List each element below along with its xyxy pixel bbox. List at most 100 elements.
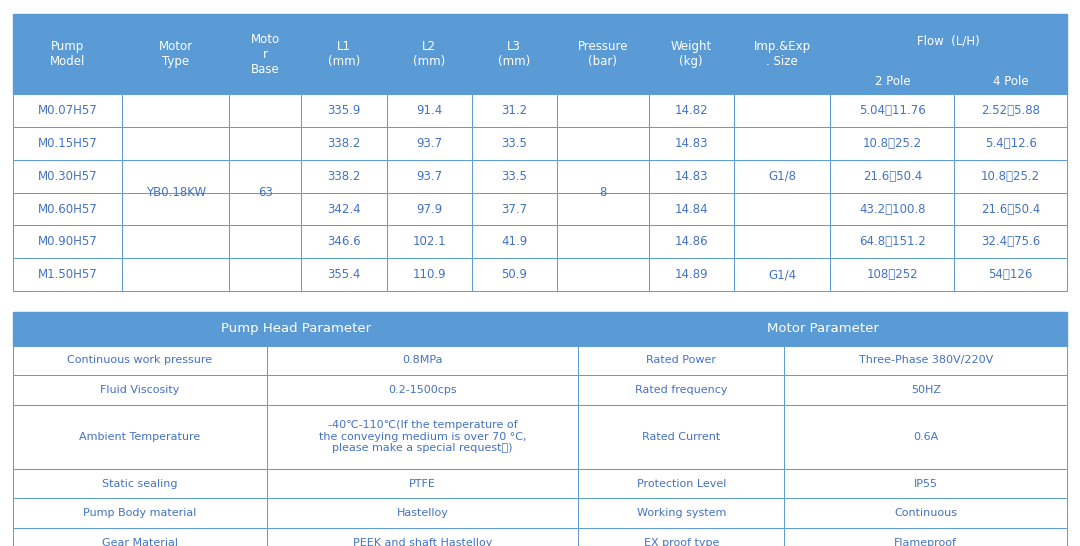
Bar [649,14,733,94]
Text: 0.2-1500cps: 0.2-1500cps [389,385,457,395]
Text: Hastelloy: Hastelloy [396,508,448,518]
Bar [301,14,387,94]
Text: 21.6～50.4: 21.6～50.4 [981,203,1040,216]
Text: 50.9: 50.9 [501,268,527,281]
Bar [733,193,831,225]
Bar [556,94,649,127]
Bar [831,68,955,94]
Bar [649,258,733,291]
Text: Pressure
(bar): Pressure (bar) [578,40,627,68]
Bar [831,14,1067,68]
Bar [831,193,955,225]
Text: 31.2: 31.2 [501,104,527,117]
Bar [387,94,472,127]
Text: G1/8: G1/8 [768,170,796,183]
Bar [784,346,1067,375]
Bar [122,225,229,258]
Text: 346.6: 346.6 [327,235,361,248]
Bar [649,94,733,127]
Bar [784,528,1067,546]
Text: Gear Material: Gear Material [102,538,178,546]
Text: 0.6A: 0.6A [913,432,939,442]
Text: Rated Current: Rated Current [643,432,720,442]
Text: 110.9: 110.9 [413,268,446,281]
Text: M0.60H57: M0.60H57 [38,203,97,216]
Text: Moto
r
Base: Moto r Base [251,33,280,75]
Bar [13,498,267,528]
Text: Fluid Viscosity: Fluid Viscosity [100,385,179,395]
Text: Flow  (L/H): Flow (L/H) [917,34,980,48]
Bar [733,160,831,193]
Bar [13,225,122,258]
Bar [955,160,1067,193]
Bar [733,94,831,127]
Bar [733,225,831,258]
Bar [122,258,229,291]
Text: 335.9: 335.9 [327,104,361,117]
Bar [955,258,1067,291]
Text: 97.9: 97.9 [416,203,442,216]
Bar [831,225,955,258]
Text: PEEK and shaft Hastelloy: PEEK and shaft Hastelloy [353,538,492,546]
Bar [387,14,472,94]
Bar [122,14,229,94]
Bar [955,94,1067,127]
Bar [13,405,267,469]
Bar [649,160,733,193]
Bar [472,127,556,160]
Text: 41.9: 41.9 [501,235,527,248]
Text: 43.2～100.8: 43.2～100.8 [859,203,926,216]
Bar [122,193,229,225]
Text: PTFE: PTFE [409,479,436,489]
Bar [955,193,1067,225]
Bar [472,14,556,94]
Bar [472,193,556,225]
Text: Continuous: Continuous [894,508,957,518]
Text: Rated frequency: Rated frequency [635,385,728,395]
Bar [784,375,1067,405]
Bar [267,346,578,375]
Text: M0.15H57: M0.15H57 [38,137,97,150]
Bar [267,375,578,405]
Bar [733,258,831,291]
Text: IP55: IP55 [914,479,937,489]
Text: Rated Power: Rated Power [646,355,716,365]
Text: L2
(mm): L2 (mm) [413,40,445,68]
Text: 102.1: 102.1 [413,235,446,248]
Bar [387,258,472,291]
Bar [13,193,122,225]
Bar [387,225,472,258]
Text: 64.8～151.2: 64.8～151.2 [859,235,926,248]
Text: M1.50H57: M1.50H57 [38,268,97,281]
Text: 93.7: 93.7 [416,137,442,150]
Bar [387,193,472,225]
Bar [229,258,301,291]
Text: Pump Head Parameter: Pump Head Parameter [220,322,370,335]
Bar [784,469,1067,498]
Bar [831,160,955,193]
Text: YB0.18KW: YB0.18KW [146,186,205,199]
Bar [301,258,387,291]
Bar [733,14,831,94]
Text: 2 Pole: 2 Pole [875,75,910,88]
Text: 8: 8 [599,186,606,199]
Bar [13,375,267,405]
Text: 93.7: 93.7 [416,170,442,183]
Bar [267,405,578,469]
Bar [578,498,784,528]
Bar [831,127,955,160]
Bar [267,469,578,498]
Text: 14.83: 14.83 [674,170,707,183]
Text: 14.84: 14.84 [674,203,708,216]
Text: 355.4: 355.4 [327,268,361,281]
Text: 338.2: 338.2 [327,137,361,150]
Text: Working system: Working system [636,508,726,518]
Text: Pump
Model: Pump Model [50,40,85,68]
Bar [387,160,472,193]
Bar [301,160,387,193]
Text: 5.04～11.76: 5.04～11.76 [859,104,926,117]
Bar [578,312,1067,346]
Text: 10.8～25.2: 10.8～25.2 [863,137,922,150]
Text: M0.90H57: M0.90H57 [38,235,97,248]
Bar [578,346,784,375]
